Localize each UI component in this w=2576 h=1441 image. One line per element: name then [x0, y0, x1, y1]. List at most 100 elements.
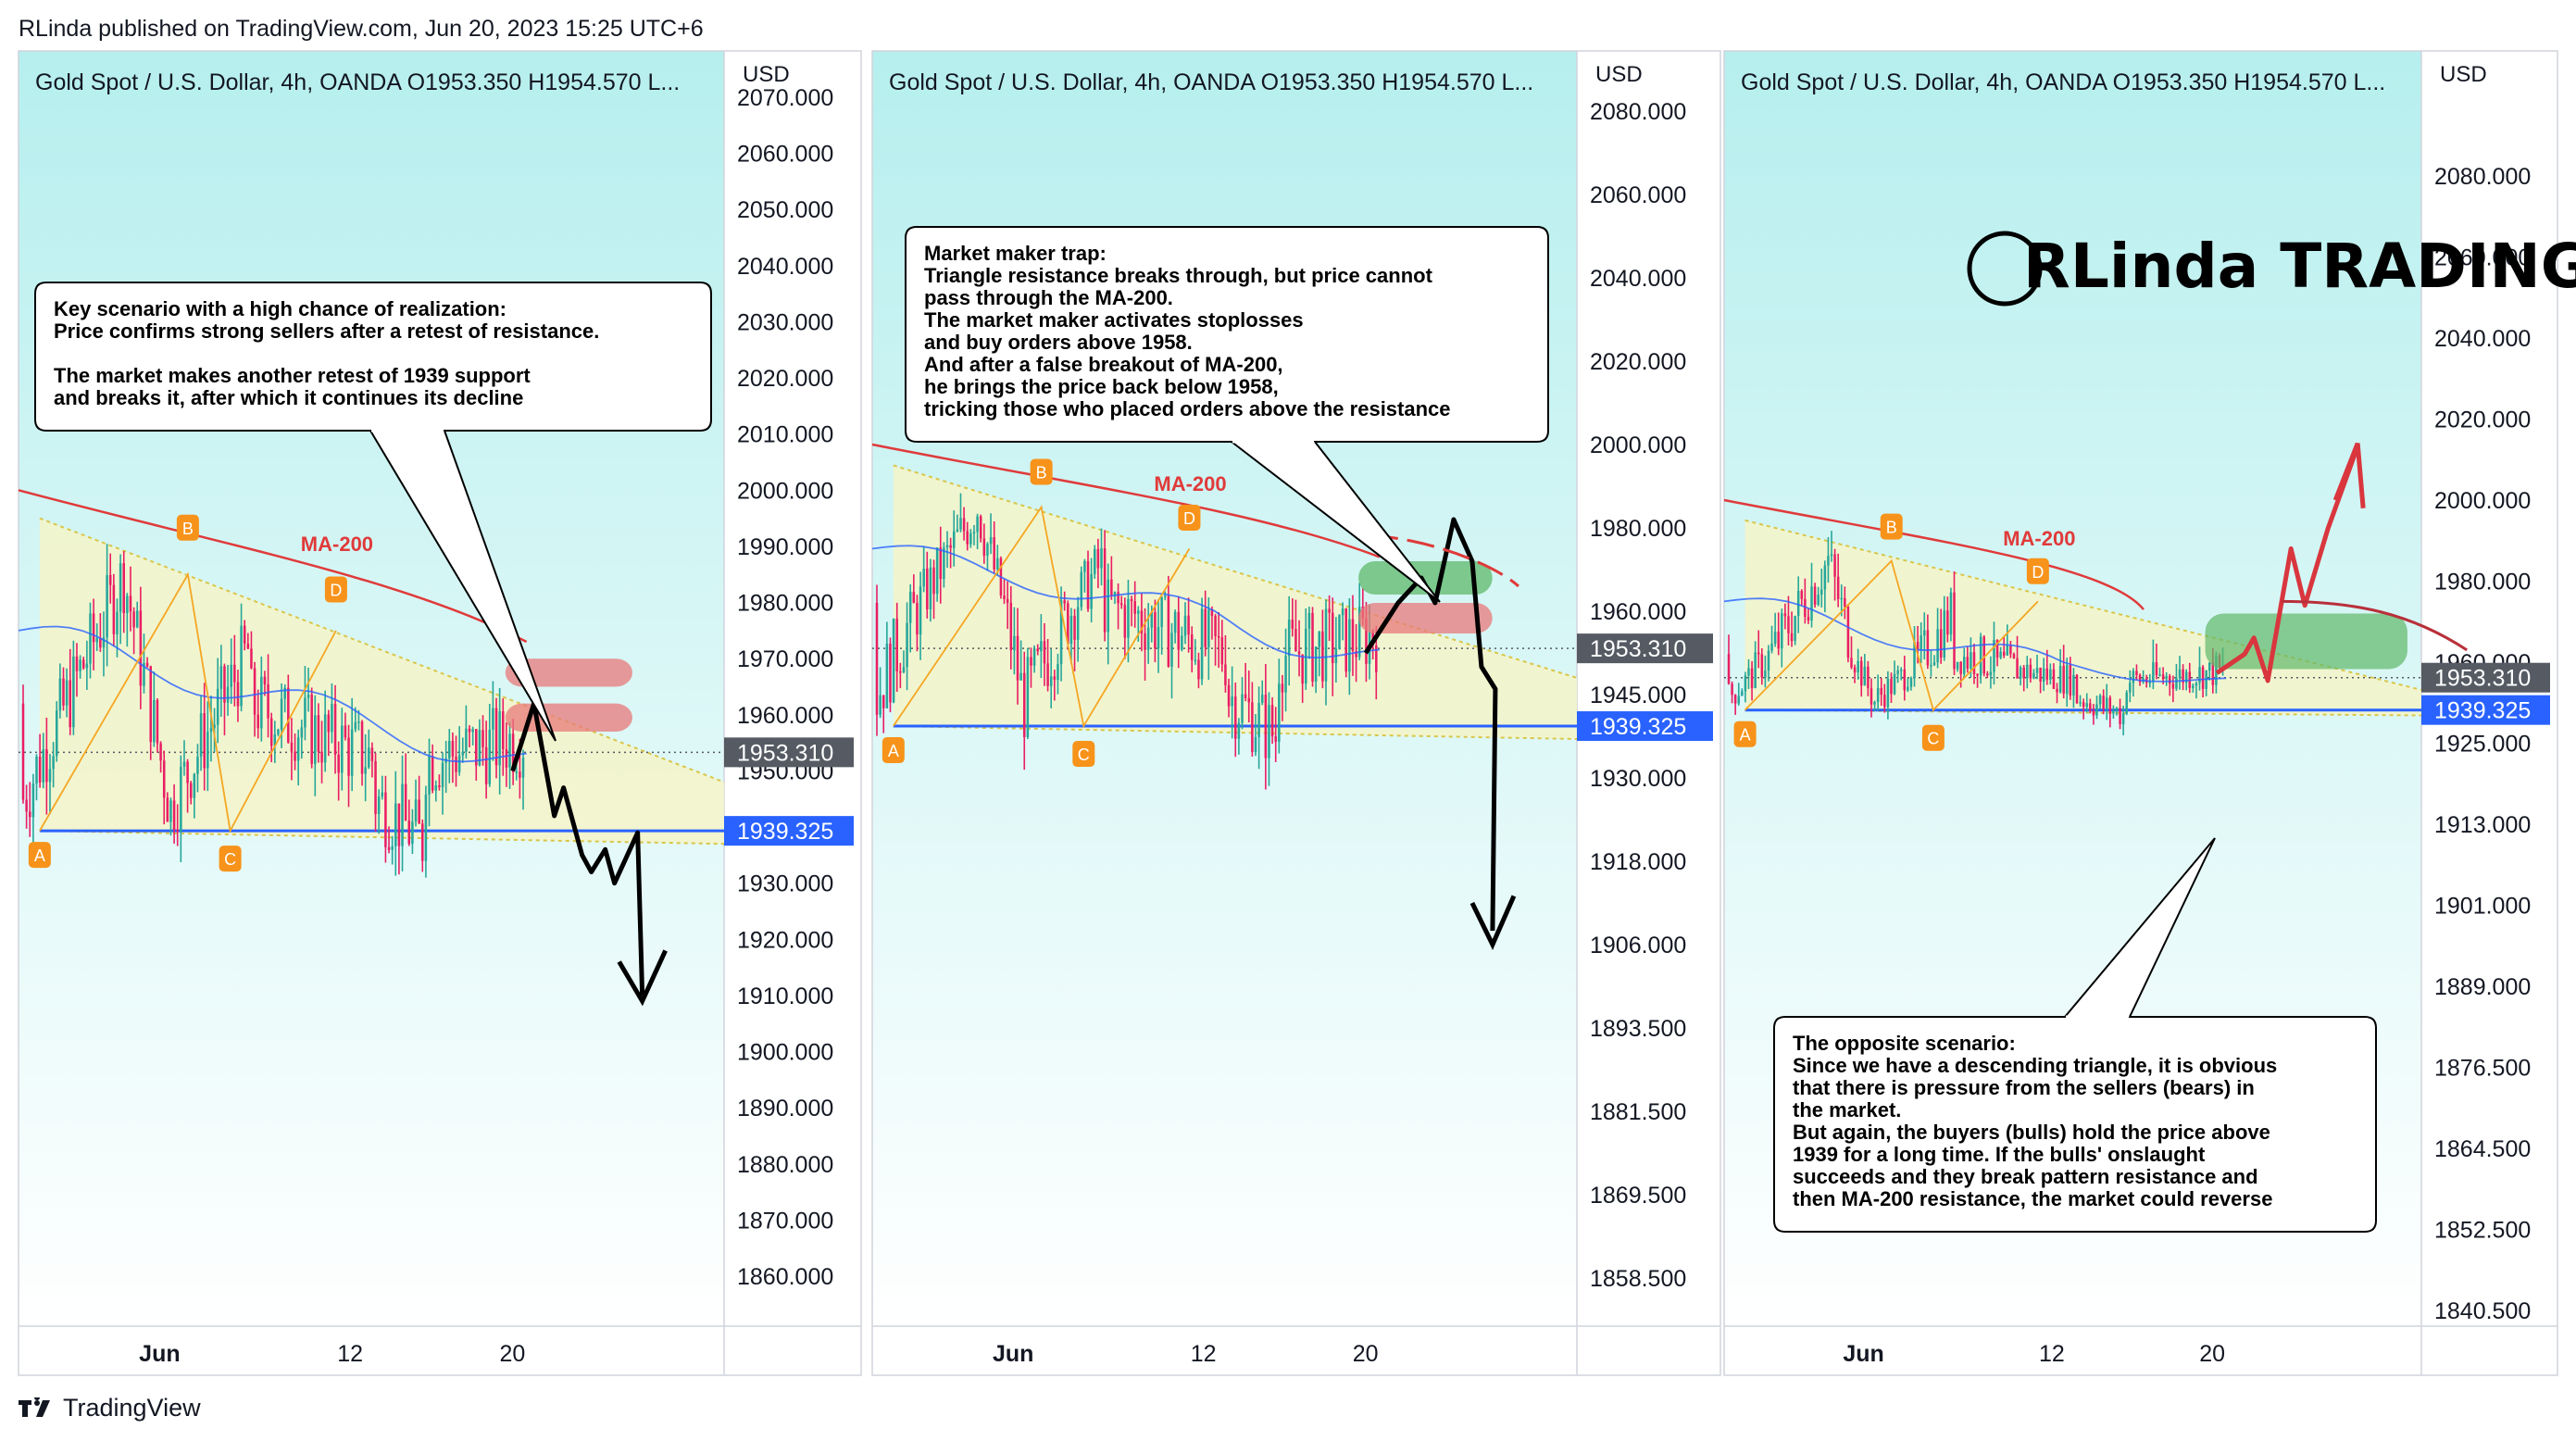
- candle-body: [306, 695, 310, 698]
- candle-body: [431, 756, 434, 791]
- callout-text-line: tricking those who placed orders above t…: [924, 397, 1451, 420]
- candle-body: [1173, 611, 1177, 633]
- candle-body: [1355, 650, 1357, 658]
- tradingview-footer[interactable]: TradingView: [17, 1394, 201, 1422]
- y-tick-label: 1858.500: [1590, 1266, 1686, 1292]
- descending-triangle: [893, 465, 1577, 739]
- candle-body: [1796, 591, 1800, 617]
- candle-body: [1790, 633, 1794, 642]
- candle-body: [1057, 664, 1059, 681]
- candle-body: [1181, 635, 1183, 650]
- candle-body: [1190, 634, 1194, 660]
- candle-body: [233, 664, 236, 683]
- candle-body: [2009, 645, 2012, 655]
- candle-body: [2195, 683, 2198, 686]
- candle-body: [979, 516, 982, 539]
- pattern-marker-label: D: [2032, 563, 2044, 582]
- y-tick-label: 1893.500: [1590, 1016, 1686, 1042]
- chart-title: Gold Spot / U.S. Dollar, 4h, OANDA O1953…: [1741, 69, 2385, 95]
- candle-body: [498, 711, 501, 766]
- candle-body: [166, 797, 169, 822]
- tradingview-logo-icon: [19, 1397, 50, 1417]
- time-axis[interactable]: [872, 1326, 1720, 1375]
- support-price-badge: [724, 816, 854, 846]
- candle-body: [986, 544, 989, 557]
- candle-body: [1813, 586, 1817, 605]
- candle-body: [1804, 598, 1807, 618]
- price-axis[interactable]: [1577, 51, 1720, 1326]
- candle-body: [1217, 635, 1220, 638]
- candle-body: [1873, 702, 1876, 705]
- projection-down-arrow: [510, 701, 645, 996]
- candle-body: [2035, 668, 2039, 673]
- callout-text-line: Market maker trap:: [924, 242, 1107, 265]
- candle-body: [1365, 618, 1368, 664]
- candle-body: [1264, 695, 1268, 758]
- candle-body: [1956, 661, 1959, 670]
- candle-body: [418, 799, 420, 824]
- candle-body: [1170, 633, 1173, 667]
- candle-body: [1096, 548, 1100, 569]
- pattern-marker-label: C: [224, 850, 236, 869]
- candle-body: [1287, 620, 1291, 657]
- callout-text-line: and breaks it, after which it continues …: [54, 386, 523, 409]
- candle-body: [240, 625, 243, 707]
- pattern-marker-label: A: [34, 846, 45, 865]
- candle-body: [1305, 628, 1307, 684]
- pattern-marker: [1921, 724, 1945, 751]
- candle-body: [2208, 662, 2211, 670]
- candle-body: [2158, 674, 2161, 676]
- y-tick-label: 2010.000: [737, 422, 833, 448]
- time-axis[interactable]: [1724, 1326, 2557, 1375]
- candle-body: [2026, 664, 2029, 679]
- candle-body: [949, 545, 952, 548]
- candle-body: [149, 666, 152, 743]
- candle-body: [1750, 668, 1754, 688]
- candle-body: [1869, 688, 1873, 705]
- y-tick-label: 1852.500: [2434, 1218, 2531, 1244]
- candle-body: [1787, 616, 1790, 633]
- y-tick-label: 1913.000: [2434, 812, 2531, 838]
- candle-body: [2102, 695, 2105, 709]
- pattern-marker: [1072, 741, 1095, 768]
- candle-body: [461, 751, 465, 756]
- stop-zone-green: [1358, 561, 1493, 595]
- pattern-marker-label: A: [888, 742, 899, 760]
- breakout-zone-green: [2205, 613, 2407, 670]
- y-tick-label: 1881.500: [1590, 1099, 1686, 1125]
- y-tick-label: 1900.000: [737, 1040, 833, 1066]
- candle-body: [1741, 691, 1744, 696]
- candle-body: [48, 769, 52, 783]
- candle-body: [2092, 710, 2095, 716]
- candle-body: [2108, 697, 2112, 714]
- last-price-badge: [724, 737, 854, 768]
- y-tick-label: 2050.000: [737, 197, 833, 223]
- candle-body: [1022, 672, 1026, 737]
- candle-body: [1833, 554, 1836, 577]
- candle-body: [2056, 688, 2058, 693]
- candle-body: [882, 695, 885, 708]
- y-tick-label: 1980.000: [1590, 516, 1686, 542]
- price-axis[interactable]: [724, 51, 861, 1326]
- candle-body: [2152, 662, 2155, 683]
- pattern-marker: [2026, 558, 2049, 584]
- candle-body: [219, 666, 223, 689]
- candle-body: [35, 757, 38, 784]
- candle-body: [1150, 611, 1154, 628]
- candle-body: [72, 656, 75, 728]
- time-axis[interactable]: [19, 1326, 861, 1375]
- candle-body: [1351, 619, 1355, 651]
- candle-body: [519, 771, 521, 778]
- publisher-header: RLinda published on TradingView.com, Jun…: [19, 16, 704, 42]
- y-tick-label: 1918.000: [1590, 849, 1686, 875]
- candle-body: [1049, 676, 1053, 686]
- rlinda-logo-icon: RLinda TRADING: [1967, 231, 2576, 307]
- logo-text-main: RLinda TRADING: [2023, 231, 2576, 302]
- candle-body: [1932, 662, 1936, 666]
- candle-body: [1046, 663, 1049, 686]
- candle-body: [457, 755, 461, 772]
- candle-body: [108, 574, 112, 585]
- candle-body: [478, 730, 481, 766]
- descending-triangle: [39, 518, 725, 845]
- candle-body: [2138, 674, 2142, 683]
